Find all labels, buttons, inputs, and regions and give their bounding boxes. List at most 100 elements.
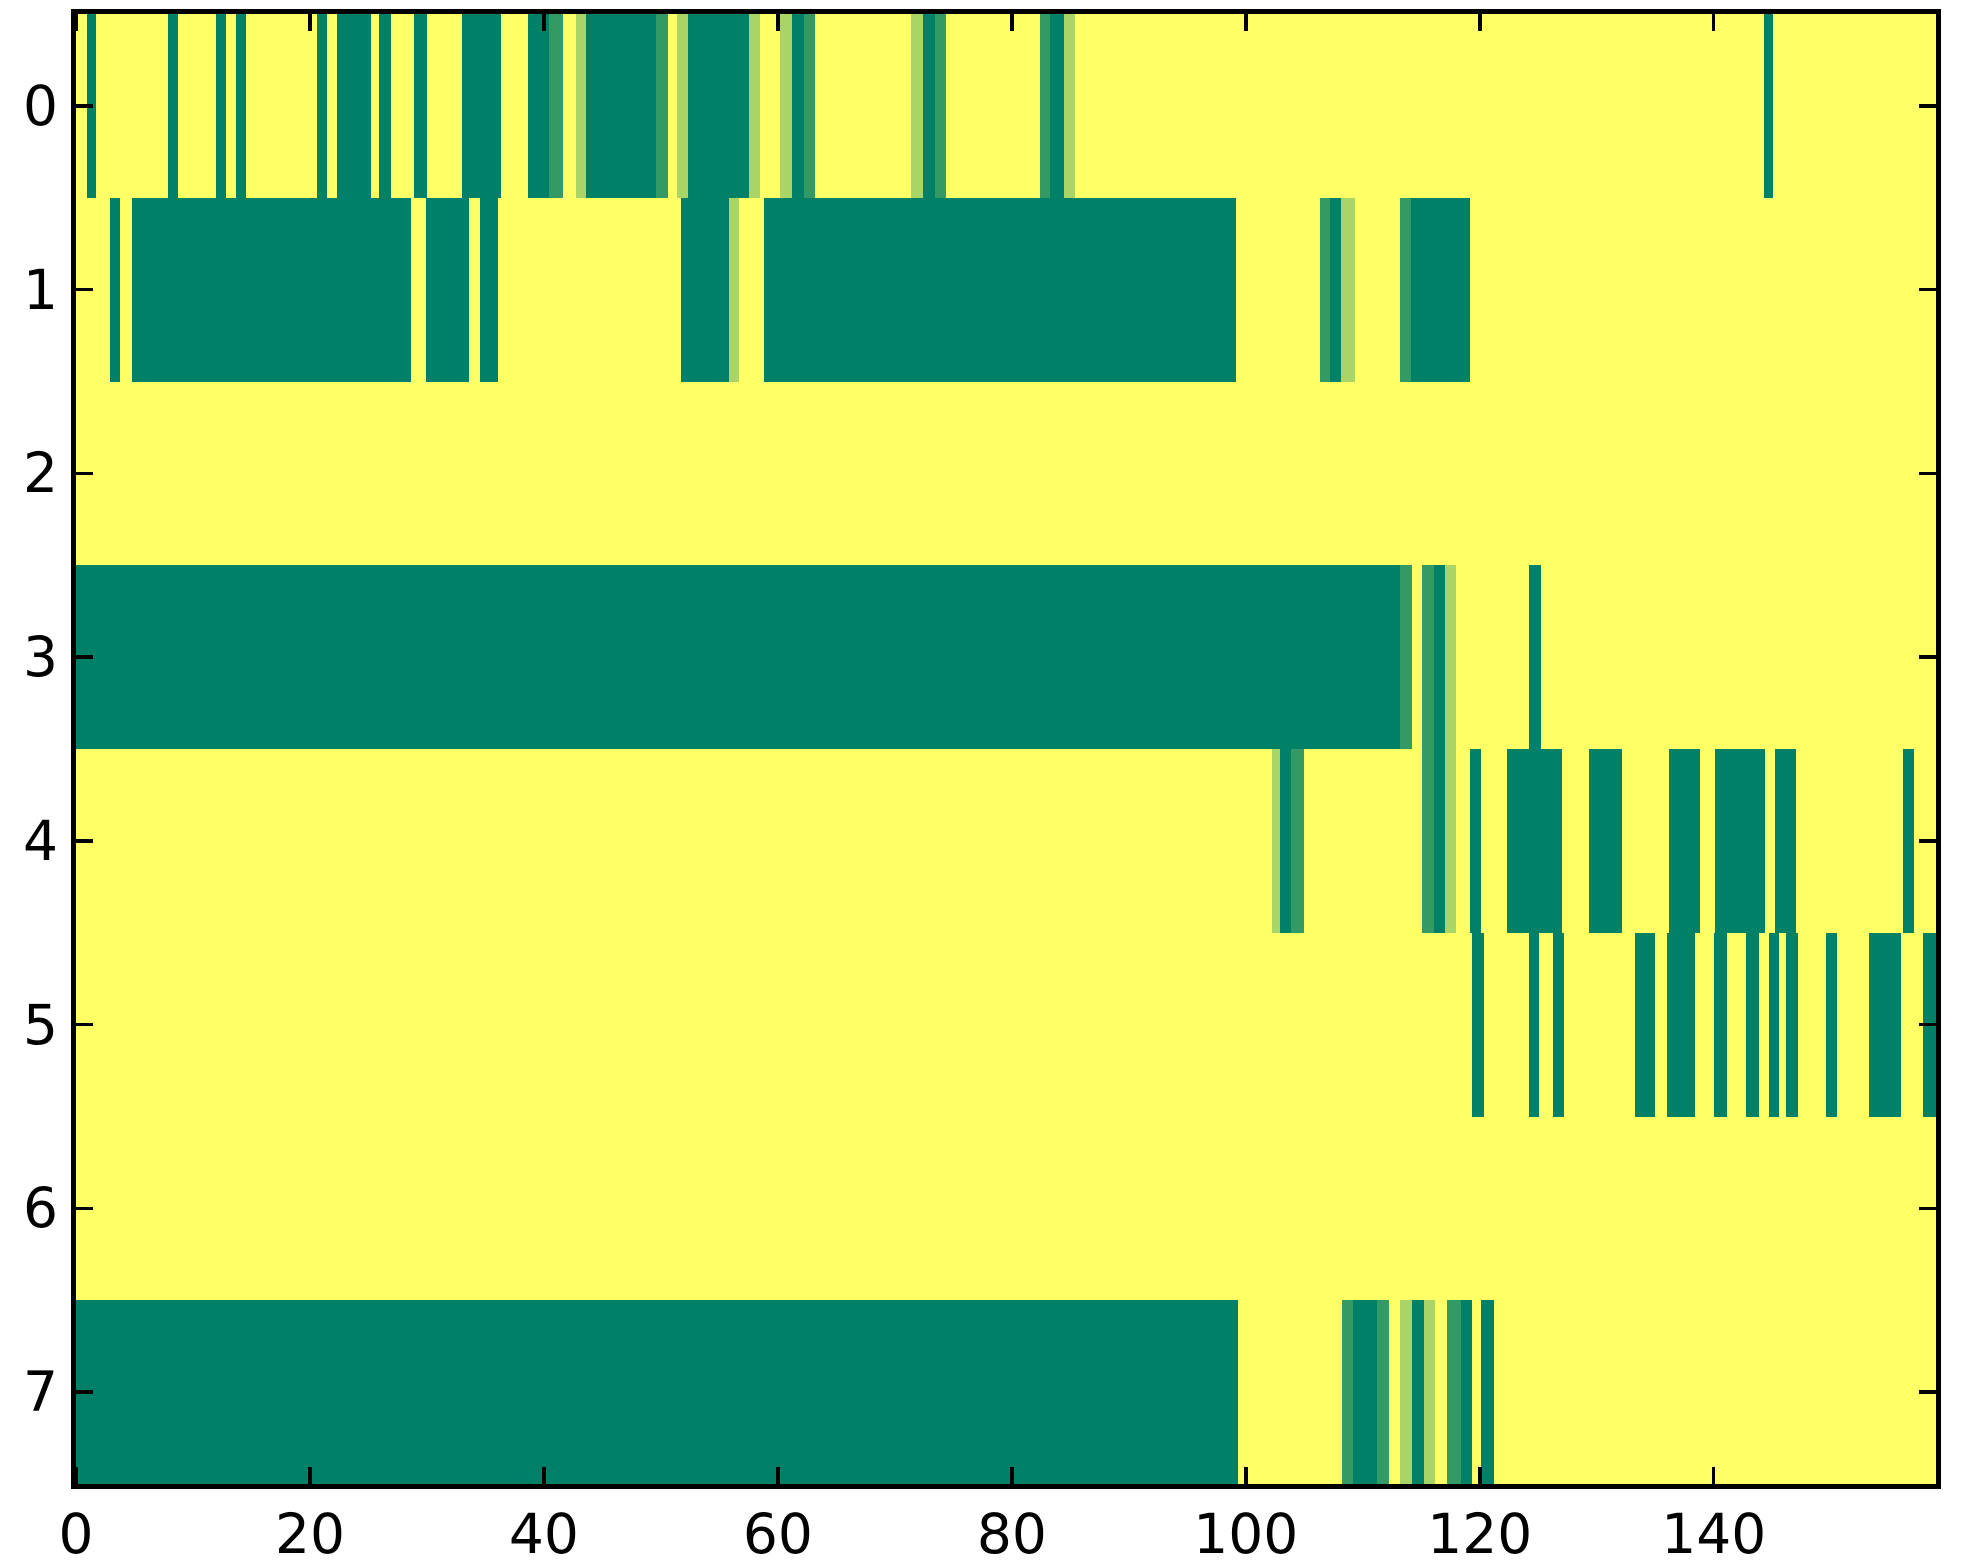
y-tick-mark <box>76 471 93 476</box>
y-tick-mark <box>76 839 93 843</box>
heatmap-segment-dark-teal <box>1461 1300 1472 1484</box>
heatmap-segment-dark-teal <box>76 565 1401 749</box>
heatmap-segment-dark-teal <box>1410 197 1471 382</box>
x-tick-mark <box>74 1467 78 1484</box>
heatmap-segment-dark-teal <box>1528 932 1540 1117</box>
y-tick-label: 5 <box>23 992 58 1057</box>
x-tick-mark <box>1010 1467 1014 1484</box>
x-tick-mark-top <box>1478 14 1482 31</box>
x-tick-label: 40 <box>508 1502 579 1564</box>
heatmap-segment-dark-teal <box>1768 932 1780 1117</box>
y-tick-mark <box>76 104 93 108</box>
heatmap-segment-light-green <box>1340 197 1355 382</box>
y-tick-mark-right <box>1919 655 1936 659</box>
y-tick-label: 7 <box>23 1360 58 1425</box>
heatmap-segment-dark-teal <box>1588 749 1623 933</box>
heatmap-segment-dark-teal <box>1470 749 1481 933</box>
y-tick-label: 4 <box>23 808 58 873</box>
y-tick-mark-right <box>1919 839 1936 843</box>
heatmap-segment-dark-teal <box>336 14 371 198</box>
y-tick-mark-right <box>1919 1390 1936 1394</box>
y-tick-mark-right <box>1919 471 1936 476</box>
x-tick-mark-top <box>1010 14 1014 31</box>
y-tick-mark <box>76 1022 93 1027</box>
heatmap-segment-medium-green <box>1341 1300 1354 1484</box>
heatmap-segment-dark-teal <box>922 14 935 198</box>
x-tick-mark <box>308 1467 312 1484</box>
heatmap-row-5 <box>76 932 1936 1117</box>
y-tick-mark <box>76 655 93 659</box>
heatmap-segment-light-green <box>1444 749 1457 933</box>
y-tick-label: 3 <box>23 625 58 690</box>
heatmap-segment-medium-green <box>1422 565 1435 749</box>
heatmap-segment-medium-green <box>803 14 816 198</box>
heatmap-segment-dark-teal <box>76 1300 1238 1484</box>
x-tick-mark-top <box>1711 14 1716 31</box>
x-tick-mark <box>1244 1467 1248 1484</box>
heatmap-segment-dark-teal <box>1786 932 1798 1117</box>
y-tick-mark <box>76 287 93 292</box>
heatmap-segment-medium-green <box>1447 1300 1462 1484</box>
heatmap-segment-dark-teal <box>425 197 470 382</box>
heatmap-segment-light-green <box>1064 14 1075 198</box>
x-tick-label: 0 <box>58 1502 94 1564</box>
heatmap-row-6 <box>76 1117 1936 1301</box>
x-tick-label: 140 <box>1661 1502 1767 1564</box>
heatmap-segment-light-green <box>911 14 923 198</box>
heatmap-rows <box>76 14 1936 1484</box>
x-tick-mark <box>776 1467 780 1484</box>
heatmap-segment-medium-green <box>656 14 668 198</box>
heatmap-segment-dark-teal <box>1471 932 1485 1117</box>
x-tick-label: 20 <box>274 1502 345 1564</box>
heatmap-segment-dark-teal <box>414 14 427 198</box>
x-tick-mark-top <box>776 14 780 31</box>
x-tick-mark <box>1478 1467 1482 1484</box>
x-tick-mark-top <box>1244 14 1248 31</box>
heatmap-segment-light-green <box>575 14 587 198</box>
heatmap-segment-dark-teal <box>1434 565 1445 749</box>
heatmap-segment-dark-teal <box>1553 932 1564 1117</box>
heatmap-segment-light-green <box>748 14 761 198</box>
y-tick-mark-right <box>1919 1206 1936 1211</box>
heatmap-segment-dark-teal <box>1528 565 1541 749</box>
heatmap-row-7 <box>76 1300 1936 1484</box>
heatmap-segment-dark-teal <box>586 14 657 198</box>
y-tick-mark-right <box>1919 1022 1936 1027</box>
x-tick-mark <box>1711 1467 1716 1484</box>
y-tick-label: 6 <box>23 1176 58 1241</box>
heatmap-row-0 <box>76 14 1936 198</box>
heatmap-segment-dark-teal <box>216 14 226 198</box>
x-tick-mark-top <box>542 14 546 31</box>
y-tick-mark <box>76 1390 93 1394</box>
heatmap-segment-dark-teal <box>1434 749 1445 933</box>
heatmap-segment-dark-teal <box>791 14 804 198</box>
heatmap-segment-dark-teal <box>109 197 121 382</box>
heatmap-segment-light-green <box>677 14 688 198</box>
heatmap-segment-dark-teal <box>1506 749 1562 933</box>
heatmap-segment-medium-green <box>548 14 563 198</box>
heatmap-segment-dark-teal <box>1666 932 1695 1117</box>
heatmap-segment-dark-teal <box>527 14 549 198</box>
heatmap-segment-dark-teal <box>1050 14 1065 198</box>
heatmap-segment-dark-teal <box>1869 932 1901 1117</box>
heatmap-row-2 <box>76 382 1936 566</box>
heatmap-segment-medium-green <box>1039 14 1051 198</box>
heatmap-segment-dark-teal <box>378 14 391 198</box>
heatmap-segment-dark-teal <box>1713 932 1727 1117</box>
heatmap-segment-dark-teal <box>462 14 501 198</box>
heatmap-segment-medium-green <box>1291 749 1305 933</box>
heatmap-segment-light-green <box>1271 749 1280 933</box>
x-tick-mark-top <box>308 14 312 31</box>
y-tick-mark <box>76 1206 93 1211</box>
heatmap-segment-dark-teal <box>763 197 1237 382</box>
heatmap-segment-medium-green <box>1376 1300 1389 1484</box>
x-tick-mark-top <box>74 14 78 31</box>
heatmap-segment-dark-teal <box>680 197 729 382</box>
heatmap-segment-dark-teal <box>1330 197 1341 382</box>
heatmap-segment-light-green <box>780 14 792 198</box>
heatmap-row-1 <box>76 197 1936 382</box>
heatmap-segment-dark-teal <box>1635 932 1656 1117</box>
heatmap-segment-dark-teal <box>1903 749 1914 933</box>
x-tick-label: 60 <box>742 1502 813 1564</box>
